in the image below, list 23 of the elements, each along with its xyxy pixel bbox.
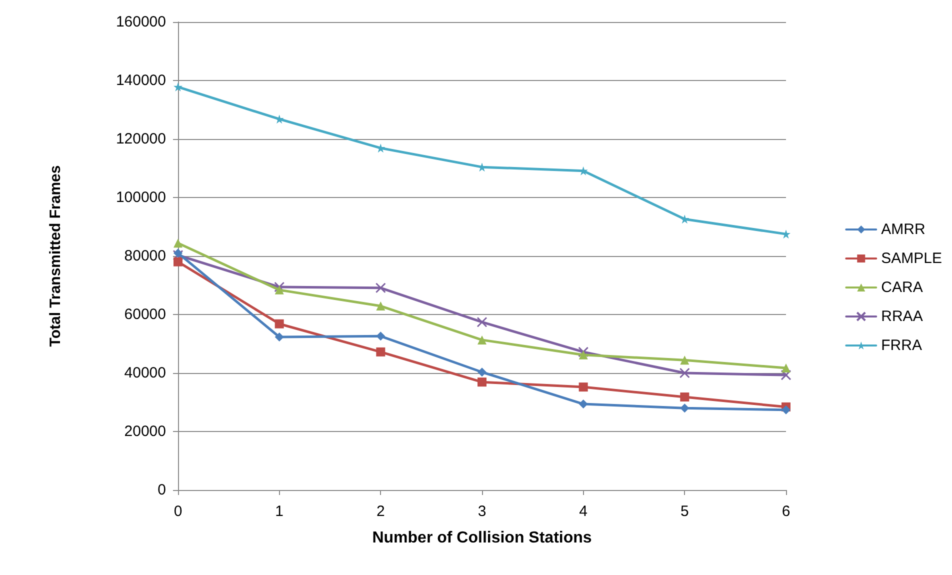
y-tick-label: 160000: [116, 14, 166, 30]
x-axis-title: Number of Collision Stations: [372, 530, 592, 546]
x-tick-label: 6: [782, 503, 790, 520]
y-tick-label: 60000: [124, 306, 166, 323]
y-tick-label: 80000: [124, 248, 166, 264]
legend-label: SAMPLE: [881, 250, 942, 267]
legend-label: FRRA: [881, 337, 922, 354]
x-tick-label: 2: [376, 503, 385, 520]
legend-label: RRAA: [881, 308, 923, 325]
y-axis-title: Total Transmitted Frames: [47, 165, 64, 347]
legend-label: AMRR: [881, 221, 926, 238]
x-tick-label: 5: [680, 503, 689, 520]
legend-label: CARA: [881, 279, 923, 296]
x-tick-label: 3: [478, 503, 486, 520]
y-tick-label: 120000: [116, 130, 166, 148]
x-tick-label: 0: [174, 503, 182, 520]
y-tick-label: 0: [158, 482, 166, 498]
y-tick-label: 20000: [124, 423, 166, 440]
y-tick-label: 40000: [124, 364, 166, 382]
y-tick-label: 100000: [116, 189, 166, 206]
x-tick-label: 1: [275, 503, 284, 520]
y-tick-label: 140000: [116, 72, 166, 89]
x-tick-label: 4: [579, 503, 588, 520]
